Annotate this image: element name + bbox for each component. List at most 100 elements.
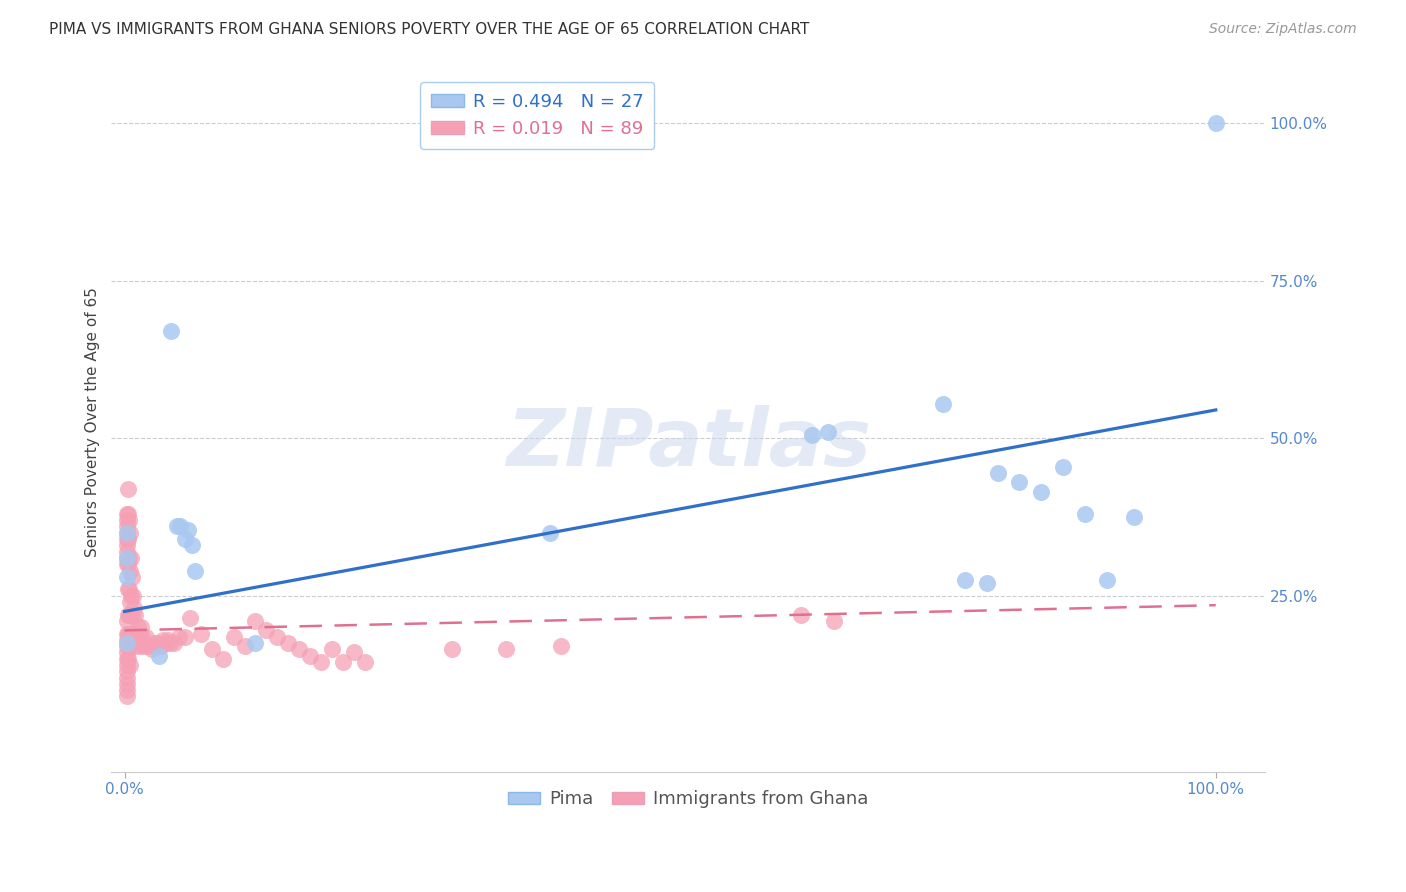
Point (122, 626, 145, 640)
Point (1031, 484, 1053, 499)
Point (201, 642, 224, 657)
Point (823, 614, 845, 628)
Text: Source: ZipAtlas.com: Source: ZipAtlas.com (1209, 22, 1357, 37)
Point (184, 564, 207, 578)
Point (117, 532, 139, 546)
Point (117, 651, 139, 665)
Point (118, 525, 141, 540)
Point (166, 519, 188, 533)
Point (222, 630, 245, 644)
Point (343, 645, 366, 659)
Point (817, 425, 839, 439)
Point (288, 642, 311, 657)
Point (115, 665, 138, 679)
Point (1122, 510, 1144, 524)
Point (277, 636, 299, 650)
Point (181, 538, 204, 552)
Point (115, 538, 138, 552)
Point (115, 683, 138, 698)
Point (120, 550, 142, 565)
Point (118, 658, 141, 673)
Point (550, 639, 572, 653)
Point (124, 639, 146, 653)
Point (121, 607, 143, 622)
Point (129, 620, 152, 634)
Point (115, 570, 138, 584)
Point (117, 558, 139, 572)
Point (115, 677, 138, 691)
Point (115, 558, 138, 572)
Point (155, 636, 177, 650)
Point (115, 519, 138, 533)
Point (120, 589, 142, 603)
Point (190, 626, 212, 640)
Point (321, 642, 343, 657)
Point (121, 570, 143, 584)
Point (1074, 507, 1097, 521)
Point (131, 630, 153, 644)
Point (440, 642, 463, 657)
Point (115, 658, 138, 673)
Point (157, 632, 180, 647)
Point (115, 525, 138, 540)
Point (117, 582, 139, 597)
Point (173, 630, 195, 644)
Point (801, 428, 824, 442)
Point (1095, 573, 1118, 587)
Point (128, 630, 150, 644)
Point (122, 589, 145, 603)
Point (1205, 116, 1227, 130)
Point (124, 607, 146, 622)
Point (134, 639, 156, 653)
Point (149, 639, 172, 653)
Point (495, 642, 517, 657)
Point (169, 519, 191, 533)
Point (152, 632, 174, 647)
Point (115, 671, 138, 685)
Point (118, 607, 141, 622)
Point (115, 532, 138, 546)
Point (177, 523, 200, 537)
Point (211, 651, 233, 665)
Point (118, 550, 141, 565)
Point (1052, 459, 1074, 474)
Point (118, 564, 141, 578)
Point (159, 636, 181, 650)
Point (953, 573, 976, 587)
Point (115, 513, 138, 527)
Point (127, 620, 149, 634)
Point (118, 639, 141, 653)
Point (115, 690, 138, 704)
Point (245, 614, 267, 628)
Point (179, 611, 201, 625)
Point (932, 397, 955, 411)
Point (254, 624, 277, 638)
Legend: Pima, Immigrants from Ghana: Pima, Immigrants from Ghana (501, 783, 876, 815)
Point (138, 639, 160, 653)
Point (135, 630, 157, 644)
Point (118, 582, 141, 597)
Point (115, 507, 138, 521)
Point (115, 632, 138, 647)
Point (115, 645, 138, 659)
Point (117, 507, 139, 521)
Point (245, 636, 267, 650)
Point (162, 636, 184, 650)
Point (115, 639, 138, 653)
Point (148, 648, 170, 663)
Point (160, 324, 183, 338)
Point (118, 626, 141, 640)
Text: ZIPatlas: ZIPatlas (506, 404, 870, 483)
Point (115, 525, 138, 540)
Y-axis label: Seniors Poverty Over the Age of 65: Seniors Poverty Over the Age of 65 (86, 287, 100, 558)
Point (128, 639, 150, 653)
Point (538, 525, 561, 540)
Point (309, 655, 332, 669)
Point (115, 544, 138, 558)
Point (124, 601, 146, 615)
Point (115, 550, 138, 565)
Point (266, 630, 288, 644)
Text: PIMA VS IMMIGRANTS FROM GHANA SENIORS POVERTY OVER THE AGE OF 65 CORRELATION CHA: PIMA VS IMMIGRANTS FROM GHANA SENIORS PO… (49, 22, 810, 37)
Point (332, 655, 354, 669)
Point (117, 482, 139, 496)
